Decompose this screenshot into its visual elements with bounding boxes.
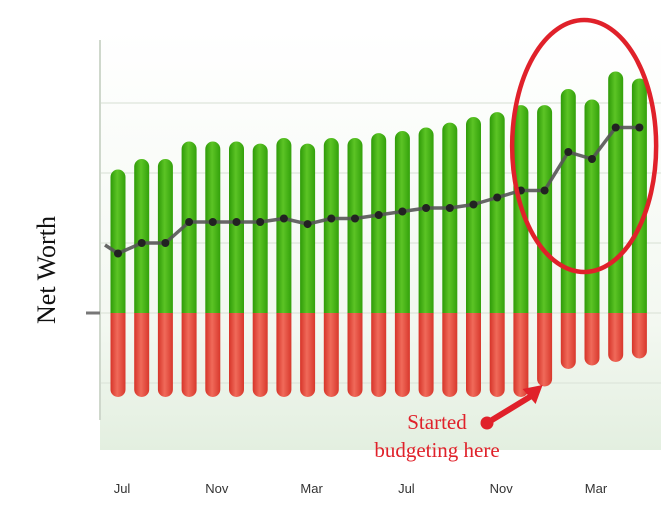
net-worth-point — [540, 186, 549, 195]
liability-bar — [584, 313, 600, 366]
asset-bar — [276, 138, 292, 313]
asset-bar — [394, 131, 410, 313]
asset-bar — [466, 117, 481, 313]
x-tick-label: Jul — [114, 481, 131, 496]
net-worth-point — [635, 123, 644, 132]
asset-bar — [489, 112, 505, 313]
net-worth-point — [327, 214, 336, 223]
liability-bar — [394, 313, 410, 397]
net-worth-point — [303, 220, 312, 229]
liability-bar — [560, 313, 576, 369]
x-tick-label: Mar — [300, 481, 323, 496]
highlight-ellipse — [509, 17, 659, 275]
net-worth-point — [588, 155, 596, 163]
net-worth-point — [564, 148, 573, 156]
liability-bar — [537, 313, 553, 387]
asset-bar — [418, 127, 434, 313]
asset-bar — [608, 71, 624, 313]
asset-bar — [134, 159, 150, 313]
asset-bar — [347, 138, 363, 313]
net-worth-point — [137, 239, 146, 247]
net-worth-point — [256, 218, 265, 226]
asset-bar — [631, 78, 647, 313]
bars — [110, 71, 647, 397]
liability-bar — [442, 313, 458, 397]
net-worth-point — [469, 200, 478, 209]
net-worth-point — [374, 211, 383, 219]
liability-bar — [205, 313, 221, 397]
net-worth-point — [161, 239, 170, 247]
asset-bar — [157, 159, 173, 313]
liability-bar — [323, 313, 339, 397]
liability-bar — [631, 313, 647, 359]
liability-bar — [466, 313, 481, 397]
liability-bar — [229, 313, 245, 397]
liability-bar — [252, 313, 268, 397]
annotation-text-line-1: Started — [407, 410, 467, 434]
asset-bar — [371, 133, 387, 313]
annotation-text-line-2: budgeting here — [374, 438, 499, 462]
net-worth-point — [185, 218, 194, 226]
asset-bar — [560, 89, 576, 314]
net-worth-point — [611, 123, 620, 132]
asset-bar — [110, 169, 126, 313]
x-tick-label: Jul — [398, 481, 415, 496]
net-worth-point — [445, 204, 454, 212]
liability-bar — [276, 313, 292, 397]
asset-bar — [300, 143, 316, 313]
asset-bar — [537, 105, 553, 313]
net-worth-point — [398, 207, 407, 216]
asset-bar — [252, 143, 268, 313]
net-worth-point — [208, 218, 217, 226]
net-worth-path — [104, 125, 640, 256]
asset-bar — [181, 141, 197, 313]
liability-bar — [418, 313, 434, 397]
annotation-arrow-dot — [480, 416, 494, 430]
annotation-arrow-head — [522, 385, 543, 404]
x-tick-label: Nov — [205, 481, 229, 496]
liability-bar — [181, 313, 197, 397]
net-worth-point — [493, 193, 502, 202]
asset-bar — [442, 122, 458, 314]
asset-bar — [229, 141, 245, 313]
liability-bar — [347, 313, 363, 397]
x-tick-labels: Jul Nov Mar Jul Nov Mar — [114, 481, 608, 496]
liability-bar — [110, 313, 126, 397]
net-worth-point — [114, 249, 122, 258]
liability-bar — [371, 313, 387, 397]
asset-bar — [205, 141, 221, 313]
net-worth-point — [232, 218, 241, 226]
x-tick-label: Mar — [585, 481, 608, 496]
x-tick-label: Nov — [490, 481, 514, 496]
annotation: Started budgeting here — [374, 17, 659, 462]
net-worth-line — [104, 123, 644, 258]
liability-bar — [157, 313, 173, 397]
net-worth-point — [422, 204, 431, 212]
liability-bar — [134, 313, 150, 397]
y-axis-label: Net Worth — [32, 216, 61, 324]
net-worth-point — [351, 214, 359, 223]
liability-bar — [489, 313, 505, 397]
asset-bar — [584, 99, 600, 314]
liability-bar — [513, 313, 529, 397]
net-worth-point — [279, 214, 288, 223]
annotation-arrow-shaft — [484, 391, 538, 426]
liability-bar — [608, 313, 624, 363]
asset-bar — [323, 138, 339, 313]
liability-bar — [300, 313, 316, 397]
